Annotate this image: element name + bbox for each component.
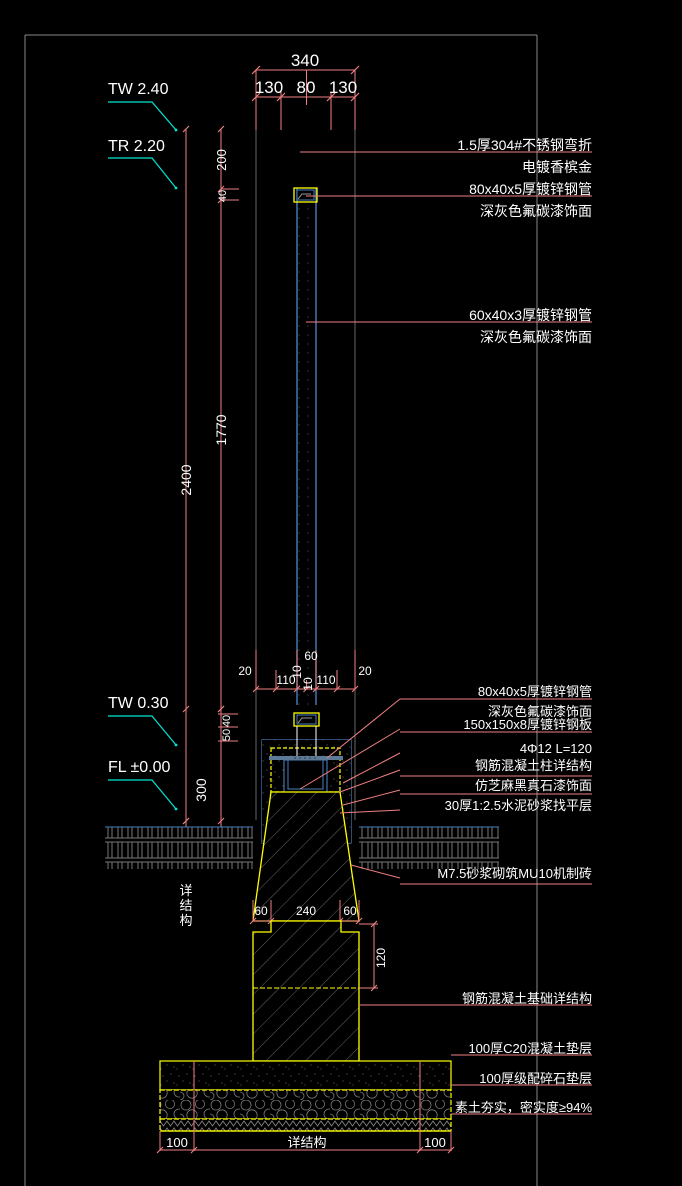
svg-text:60: 60 [343,904,357,918]
svg-text:60: 60 [254,904,268,918]
svg-text:10: 10 [301,677,315,691]
svg-text:结: 结 [179,898,192,913]
svg-text:100厚C20混凝土垫层: 100厚C20混凝土垫层 [468,1041,592,1056]
svg-text:80x40x5厚镀锌钢管: 80x40x5厚镀锌钢管 [469,181,592,197]
svg-text:钢筋混凝土柱详结构: 钢筋混凝土柱详结构 [475,758,592,773]
svg-text:仿芝麻黑真石漆饰面: 仿芝麻黑真石漆饰面 [475,778,592,793]
svg-text:110: 110 [316,673,335,687]
svg-text:1770: 1770 [213,414,229,445]
svg-text:40: 40 [221,715,233,727]
svg-text:100: 100 [166,1135,188,1150]
svg-text:1.5厚304#不锈钢弯折: 1.5厚304#不锈钢弯折 [457,137,592,153]
svg-text:深灰色氟碳漆饰面: 深灰色氟碳漆饰面 [480,329,592,345]
svg-text:130: 130 [255,78,283,97]
svg-text:构: 构 [179,913,192,928]
svg-text:50: 50 [221,729,233,741]
svg-text:130: 130 [329,78,357,97]
svg-text:TW 2.40: TW 2.40 [108,81,169,98]
svg-text:素土夯实，密实度≥94%: 素土夯实，密实度≥94% [455,1100,593,1115]
svg-text:详: 详 [179,883,192,898]
svg-text:M7.5砂浆砌筑MU10机制砖: M7.5砂浆砌筑MU10机制砖 [437,866,592,881]
svg-text:100: 100 [424,1135,446,1150]
svg-text:200: 200 [214,149,229,171]
svg-text:2400: 2400 [178,464,194,495]
svg-text:300: 300 [193,778,209,802]
svg-text:TR 2.20: TR 2.20 [108,138,165,155]
svg-text:20: 20 [358,664,372,678]
svg-text:80: 80 [297,78,316,97]
svg-text:30厚1:2.5水泥砂浆找平层: 30厚1:2.5水泥砂浆找平层 [445,798,592,813]
svg-text:100厚级配碎石垫层: 100厚级配碎石垫层 [479,1071,592,1086]
svg-text:120: 120 [374,948,388,968]
svg-text:240: 240 [296,904,316,918]
svg-text:10: 10 [290,665,304,679]
svg-text:4Φ12 L=120: 4Φ12 L=120 [520,741,592,756]
svg-text:80x40x5厚镀锌钢管: 80x40x5厚镀锌钢管 [478,684,592,699]
svg-text:150x150x8厚镀锌钢板: 150x150x8厚镀锌钢板 [463,717,592,732]
svg-text:FL ±0.00: FL ±0.00 [108,759,171,776]
svg-text:TW 0.30: TW 0.30 [108,695,169,712]
svg-text:电镀香槟金: 电镀香槟金 [522,159,592,175]
svg-text:深灰色氟碳漆饰面: 深灰色氟碳漆饰面 [480,203,592,219]
svg-text:60: 60 [304,649,318,663]
svg-text:详结构: 详结构 [287,1135,326,1150]
svg-text:60x40x3厚镀锌钢管: 60x40x3厚镀锌钢管 [469,307,592,323]
svg-text:20: 20 [238,664,252,678]
svg-text:钢筋混凝土基础详结构: 钢筋混凝土基础详结构 [462,991,592,1006]
svg-text:40: 40 [217,190,229,202]
svg-text:340: 340 [291,51,319,70]
